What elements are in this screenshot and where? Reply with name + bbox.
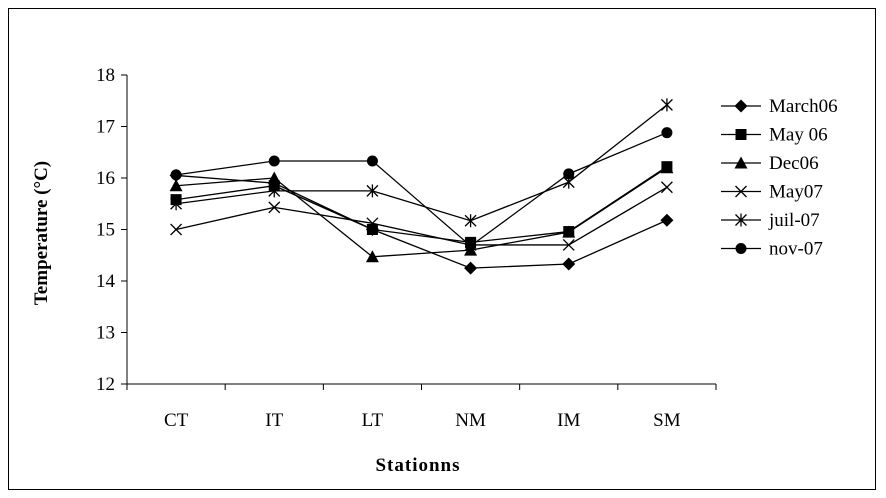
data-point-may07 <box>562 238 575 251</box>
y-axis-title: Temperature (°C) <box>31 161 52 305</box>
x-tick-label: IM <box>557 410 580 431</box>
data-point-juil-07 <box>366 184 379 198</box>
data-point-may07 <box>170 223 183 236</box>
legend-label: juil-07 <box>768 210 820 231</box>
x-marker-stroke <box>366 217 379 230</box>
legend-item-nov-07: nov-07 <box>721 239 823 260</box>
data-point-juil-07 <box>170 197 183 211</box>
data-point-dec06 <box>562 225 576 238</box>
data-point-nov-07 <box>170 169 182 181</box>
legend-marker <box>734 99 748 113</box>
data-point-juil-07 <box>660 98 673 112</box>
x-marker-stroke <box>562 238 575 251</box>
data-point-may07 <box>366 217 379 230</box>
legend-label: nov-07 <box>769 239 823 260</box>
data-point-nov-07 <box>465 240 477 252</box>
x-axis-title: Stationns <box>375 455 460 476</box>
y-tick-label: 18 <box>96 65 115 86</box>
legend-item-march06: March06 <box>721 96 838 117</box>
x-tick-label: IT <box>265 410 283 431</box>
x-marker-stroke <box>170 223 183 236</box>
data-point-nov-07 <box>268 155 280 167</box>
data-point-dec06 <box>169 179 183 192</box>
x-marker-stroke <box>735 185 747 198</box>
x-marker-stroke <box>268 201 281 214</box>
x-tick-label: CT <box>164 410 189 431</box>
series-lines <box>175 104 668 269</box>
data-point-nov-07 <box>366 155 378 167</box>
y-tick-label: 15 <box>96 220 115 241</box>
legend-marker <box>735 185 747 198</box>
data-point-nov-07 <box>661 127 673 139</box>
line-chart: 12 13 14 15 16 17 18 CT IT LT NM IM SM Temperature (… <box>31 65 838 476</box>
y-tick-label: 14 <box>96 271 116 292</box>
data-point-dec06 <box>660 161 674 174</box>
data-point-march06 <box>660 213 674 227</box>
data-point-may07 <box>660 181 673 194</box>
series-line-nov-07 <box>175 132 668 247</box>
data-point-juil-07 <box>464 214 477 228</box>
data-point-may07 <box>268 201 281 214</box>
legend-item-dec06: Dec06 <box>721 153 819 174</box>
data-point-dec06 <box>267 171 281 184</box>
legend-marker <box>735 243 747 254</box>
series-line-juil-07 <box>175 104 668 222</box>
data-point-juil-07 <box>268 184 281 198</box>
series-markers <box>169 98 674 275</box>
legend-marker <box>735 129 747 140</box>
x-tick-label: NM <box>455 410 486 431</box>
legend-marker <box>735 213 747 227</box>
legend-item-may-06: May 06 <box>721 125 828 146</box>
data-point-march06 <box>464 261 478 275</box>
x-tick-label: SM <box>653 410 681 431</box>
data-point-may-06 <box>366 224 378 235</box>
y-tick-label: 13 <box>96 323 115 344</box>
series-line-may07 <box>175 186 668 246</box>
legend-label: May 06 <box>769 125 828 146</box>
legend-label: Dec06 <box>769 153 819 174</box>
axes: 12 13 14 15 16 17 18 CT IT LT NM IM SM <box>96 65 717 431</box>
y-tick-label: 17 <box>96 117 115 138</box>
legend-item-may07: May07 <box>721 182 823 203</box>
x-tick-label: LT <box>362 410 384 431</box>
legend-label: May07 <box>769 182 823 203</box>
series-line-march06 <box>176 174 668 269</box>
data-point-march06 <box>562 257 576 271</box>
series-line-dec06 <box>176 167 668 258</box>
data-point-nov-07 <box>563 168 575 180</box>
legend-label: March06 <box>769 96 838 117</box>
legend: March06 May 06 Dec06 May07 juil-07 nov-07 <box>721 96 838 260</box>
x-marker-stroke <box>660 181 673 194</box>
legend-marker <box>734 156 748 169</box>
y-tick-label: 12 <box>96 374 115 395</box>
y-tick-label: 16 <box>96 168 115 189</box>
chart-frame: 12 13 14 15 16 17 18 CT IT LT NM IM SM Temperature (… <box>8 8 876 490</box>
data-point-dec06 <box>365 250 379 263</box>
legend-item-juil-07: juil-07 <box>721 210 820 231</box>
